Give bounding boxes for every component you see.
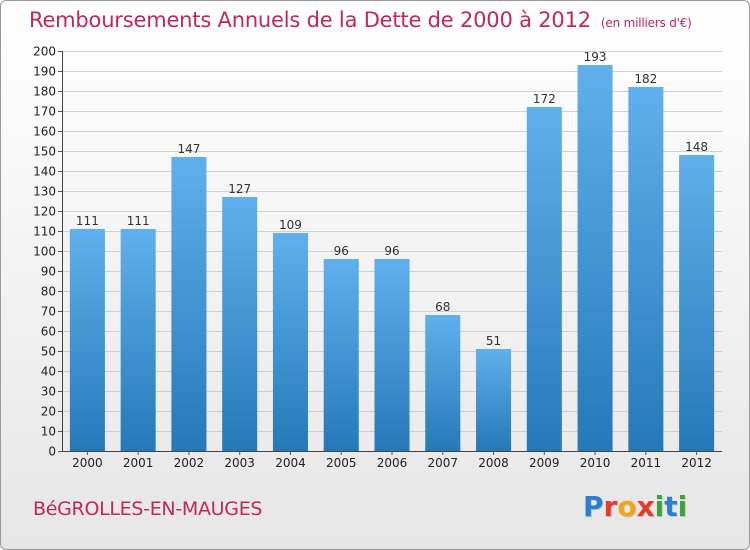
logo-letter: o [617, 490, 637, 523]
y-tick-label: 190 [33, 65, 56, 79]
proxiti-logo[interactable]: Proxiti [583, 490, 687, 523]
logo-letter: i [677, 490, 688, 523]
value-label-2011: 182 [634, 72, 657, 86]
y-tick-label: 10 [41, 425, 56, 439]
bar-2010 [577, 65, 613, 451]
y-tick-label: 180 [33, 85, 56, 99]
bar-2004 [272, 233, 308, 451]
value-label-2001: 111 [127, 214, 150, 228]
value-label-2008: 51 [486, 334, 501, 348]
value-label-2007: 68 [435, 300, 450, 314]
value-labels: 111 111 147 127 109 96 96 68 51 172 193 182 148 [76, 50, 708, 348]
value-label-2012: 148 [685, 140, 708, 154]
value-label-2002: 147 [177, 142, 200, 156]
y-tick-label: 30 [41, 385, 56, 399]
x-axis-labels: 2000 2001 2002 2003 2004 2005 2006 2007 2008 2009… [72, 451, 712, 470]
y-tick-label: 60 [41, 325, 56, 339]
logo-letter: P [583, 490, 604, 523]
x-tick-label-2000: 2000 [72, 456, 103, 470]
title-text: Remboursements Annuels de la Dette de 20… [29, 8, 591, 32]
y-tick-label: 100 [33, 245, 56, 259]
bar-2012 [679, 155, 715, 451]
y-tick-label: 80 [41, 285, 56, 299]
value-label-2000: 111 [76, 214, 99, 228]
x-tick-label-2003: 2003 [224, 456, 255, 470]
bar-2002 [171, 157, 207, 451]
y-tick-label: 20 [41, 405, 56, 419]
x-tick-label-2002: 2002 [174, 456, 205, 470]
y-tick-label: 150 [33, 145, 56, 159]
logo-letter: r [603, 490, 618, 523]
y-tick-label: 130 [33, 185, 56, 199]
y-tick-label: 40 [41, 365, 56, 379]
x-tick-label-2010: 2010 [580, 456, 611, 470]
bar-2006 [374, 259, 410, 451]
bar-2000 [69, 229, 105, 451]
y-tick-label: 110 [33, 225, 56, 239]
bar-2009 [526, 107, 562, 451]
x-tick-label-2001: 2001 [123, 456, 154, 470]
x-tick-label-2005: 2005 [326, 456, 357, 470]
bar-2007 [425, 315, 461, 451]
x-tick-label-2009: 2009 [529, 456, 560, 470]
bar-2005 [323, 259, 359, 451]
y-tick-label: 50 [41, 345, 56, 359]
y-tick-label: 140 [33, 165, 56, 179]
value-label-2005: 96 [334, 244, 349, 258]
x-tick-label-2008: 2008 [478, 456, 509, 470]
y-tick-label: 170 [33, 105, 56, 119]
chart-title: Remboursements Annuels de la Dette de 20… [29, 8, 692, 32]
x-tick-label-2012: 2012 [681, 456, 712, 470]
x-tick-label-2006: 2006 [377, 456, 408, 470]
logo-letter: i [654, 490, 665, 523]
y-tick-label: 70 [41, 305, 56, 319]
bars [69, 65, 715, 451]
y-tick-label: 0 [48, 445, 56, 459]
x-tick-label-2011: 2011 [631, 456, 662, 470]
y-axis-labels: 0 10 20 30 40 50 60 70 80 90 100 110 120 130 140 150 160… [33, 45, 62, 459]
value-label-2003: 127 [228, 182, 251, 196]
unit-label: (en milliers d'€) [600, 16, 692, 30]
town-name: BéGROLLES-EN-MAUGES [33, 498, 263, 520]
bar-2008 [476, 349, 512, 451]
x-tick-label-2007: 2007 [427, 456, 458, 470]
y-tick-label: 120 [33, 205, 56, 219]
y-tick-label: 160 [33, 125, 56, 139]
bar-2001 [120, 229, 156, 451]
y-tick-label: 200 [33, 45, 56, 59]
y-tick-label: 90 [41, 265, 56, 279]
value-label-2009: 172 [533, 92, 556, 106]
value-label-2006: 96 [384, 244, 399, 258]
x-tick-label-2004: 2004 [275, 456, 306, 470]
logo-letter: x [636, 490, 655, 523]
value-label-2004: 109 [279, 218, 302, 232]
bar-2003 [222, 197, 258, 451]
value-label-2010: 193 [584, 50, 607, 64]
bar-2011 [628, 87, 664, 451]
logo-letter: t [664, 490, 678, 523]
